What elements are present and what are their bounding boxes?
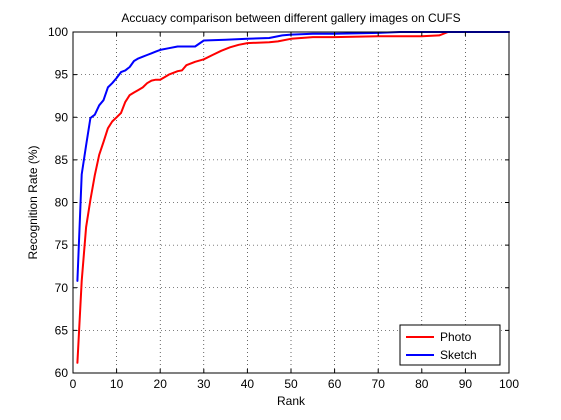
x-tick-label: 60 (328, 377, 342, 391)
y-tick-label: 80 (55, 196, 69, 210)
y-tick-label: 100 (48, 25, 68, 39)
y-tick-label: 60 (55, 366, 69, 380)
series-line-photo (76, 31, 510, 364)
legend: Photo Sketch (399, 324, 501, 366)
legend-label-sketch: Sketch (440, 348, 477, 362)
legend-label-photo: Photo (440, 330, 472, 344)
y-tick-label: 85 (55, 153, 69, 167)
plot-area (73, 32, 509, 373)
y-tick-label: 75 (55, 238, 69, 252)
x-axis-title: Rank (277, 394, 306, 408)
y-tick-label: 95 (55, 68, 69, 82)
x-tick-label: 80 (415, 377, 429, 391)
x-tick-label: 0 (70, 377, 77, 391)
x-tick-label: 100 (499, 377, 519, 391)
series-line-sketch (76, 31, 510, 282)
x-tick-label: 20 (154, 377, 168, 391)
ticks: 0 10 20 30 40 50 60 70 80 90 100 60 65 70 75 80 85 90 95 10… (48, 25, 519, 391)
grid (73, 32, 509, 373)
x-tick-label: 10 (110, 377, 124, 391)
y-tick-label: 70 (55, 281, 69, 295)
series-layer (76, 31, 510, 364)
chart-title: Accuacy comparison between different gal… (121, 11, 460, 25)
y-tick-label: 90 (55, 110, 69, 124)
x-tick-label: 50 (284, 377, 298, 391)
x-tick-label: 40 (241, 377, 255, 391)
x-tick-label: 90 (459, 377, 473, 391)
y-tick-label: 65 (55, 323, 69, 337)
legend-box (399, 324, 501, 366)
x-tick-label: 30 (197, 377, 211, 391)
x-tick-label: 70 (372, 377, 386, 391)
y-axis-title: Recognition Rate (%) (26, 145, 40, 259)
